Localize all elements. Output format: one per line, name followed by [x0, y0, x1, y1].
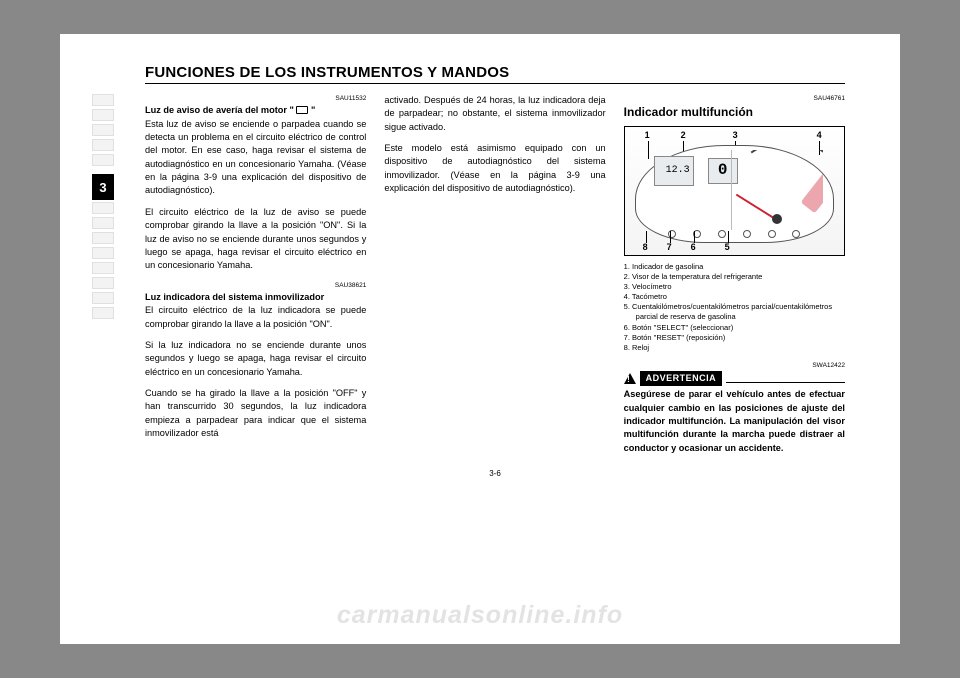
heading-engine-warning: Luz de aviso de avería del motor " [145, 105, 296, 115]
indicator-led [792, 230, 800, 238]
ref-code: SAU46761 [624, 94, 845, 103]
legend-item: 7. Botón "RESET" (reposición) [636, 333, 845, 343]
gauge-diagram: 1 2 3 4 12.3 0 [624, 126, 845, 256]
fuel-lcd: 12.3 [654, 156, 694, 186]
page-title: FUNCIONES DE LOS INSTRUMENTOS Y MANDOS [145, 64, 845, 84]
legend-item: 5. Cuentakilómetros/cuentakilómetros par… [636, 302, 845, 322]
paragraph: Si la luz indicadora no se enciende dura… [145, 339, 366, 379]
indicator-led [743, 230, 751, 238]
warning-label: ADVERTENCIA [640, 371, 723, 386]
warning-heading: ADVERTENCIA [624, 371, 845, 386]
heading-immobilizer: Luz indicadora del sistema inmovilizador [145, 291, 366, 304]
warning-text: Asegúrese de parar el vehículo antes de … [624, 388, 845, 455]
section-title-multifunction: Indicador multifunción [624, 104, 845, 121]
watermark: carmanualsonline.info [60, 601, 900, 630]
tachometer [731, 150, 823, 230]
paragraph: Este modelo está asimismo equipado con u… [384, 142, 605, 195]
paragraph: activado. Después de 24 horas, la luz in… [384, 94, 605, 134]
legend-item: 3. Velocímetro [636, 282, 845, 292]
legend-item: 2. Visor de la temperatura del refrigera… [636, 272, 845, 282]
paragraph: Esta luz de aviso se enciende o parpadea… [145, 118, 366, 198]
indicator-led [768, 230, 776, 238]
indicator-led [718, 230, 726, 238]
paragraph: Cuando se ha girado la llave a la posici… [145, 387, 366, 440]
paragraph: El circuito eléctrico de la luz de aviso… [145, 206, 366, 273]
paragraph: El circuito eléctrico de la luz indicado… [145, 304, 366, 331]
legend-item: 1. Indicador de gasolina [636, 262, 845, 272]
column-1: SAU11532 Luz de aviso de avería del moto… [145, 94, 366, 463]
page-number: 3-6 [145, 469, 845, 478]
legend-item: 4. Tacómetro [636, 292, 845, 302]
diagram-legend: 1. Indicador de gasolina 2. Visor de la … [624, 262, 845, 353]
engine-icon [296, 106, 308, 114]
ref-code: SAU11532 [145, 94, 366, 103]
gauge-body: 12.3 0 [635, 145, 834, 243]
column-2: activado. Después de 24 horas, la luz in… [384, 94, 605, 463]
warning-icon [624, 373, 636, 384]
chapter-tab: 3 [92, 174, 114, 200]
column-3: SAU46761 Indicador multifunción 1 2 3 4 … [624, 94, 845, 463]
legend-item: 8. Reloj [636, 343, 845, 353]
ref-code: SWA12422 [624, 361, 845, 370]
ref-code: SAU38621 [145, 281, 366, 290]
legend-item: 6. Botón "SELECT" (seleccionar) [636, 323, 845, 333]
